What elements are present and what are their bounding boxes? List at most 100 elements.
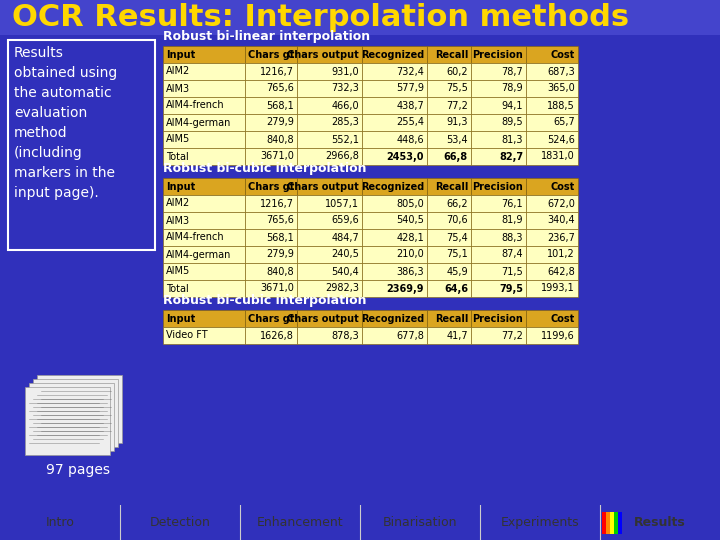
Bar <box>471 310 526 327</box>
Bar <box>427 195 471 212</box>
Text: Recall: Recall <box>435 181 468 192</box>
Bar <box>471 114 526 131</box>
Text: Precision: Precision <box>472 181 523 192</box>
Text: 70,6: 70,6 <box>446 215 468 226</box>
Text: AIM4-german: AIM4-german <box>166 118 231 127</box>
Bar <box>471 229 526 246</box>
Bar <box>245 46 297 63</box>
Text: 677,8: 677,8 <box>396 330 424 341</box>
Text: Enhancement: Enhancement <box>257 516 343 529</box>
Bar <box>427 178 471 195</box>
Text: Chars gt: Chars gt <box>248 181 294 192</box>
Bar <box>471 131 526 148</box>
Bar <box>526 178 578 195</box>
Text: 188,5: 188,5 <box>547 100 575 111</box>
Text: 41,7: 41,7 <box>446 330 468 341</box>
Bar <box>297 212 362 229</box>
Text: Chars gt: Chars gt <box>248 314 294 323</box>
Text: 1199,6: 1199,6 <box>541 330 575 341</box>
FancyBboxPatch shape <box>8 40 155 250</box>
Bar <box>362 310 427 327</box>
Bar <box>427 327 471 344</box>
Text: Results: Results <box>634 516 686 529</box>
Bar <box>163 195 245 212</box>
Bar <box>471 195 526 212</box>
Text: 732,3: 732,3 <box>331 84 359 93</box>
Bar <box>602 511 606 534</box>
Bar <box>526 310 578 327</box>
Bar <box>0 0 720 35</box>
Text: 732,4: 732,4 <box>396 66 424 77</box>
Text: Precision: Precision <box>472 314 523 323</box>
Text: AIM3: AIM3 <box>166 215 190 226</box>
Bar <box>245 327 297 344</box>
Text: AIM3: AIM3 <box>166 84 190 93</box>
Bar <box>526 131 578 148</box>
Bar <box>610 511 614 534</box>
Text: 94,1: 94,1 <box>502 100 523 111</box>
Bar <box>362 148 427 165</box>
Bar <box>297 310 362 327</box>
Bar <box>163 148 245 165</box>
Text: 1993,1: 1993,1 <box>541 284 575 294</box>
Bar <box>362 229 427 246</box>
Bar <box>163 80 245 97</box>
Bar <box>526 97 578 114</box>
Bar <box>618 511 622 534</box>
Bar <box>245 80 297 97</box>
Bar <box>297 80 362 97</box>
Bar <box>297 46 362 63</box>
Text: Recognized: Recognized <box>361 181 424 192</box>
Text: 2369,9: 2369,9 <box>387 284 424 294</box>
Bar <box>471 63 526 80</box>
Text: 75,4: 75,4 <box>446 233 468 242</box>
Text: 466,0: 466,0 <box>331 100 359 111</box>
Bar <box>245 229 297 246</box>
Bar <box>362 63 427 80</box>
Bar <box>526 148 578 165</box>
Text: Recall: Recall <box>435 50 468 59</box>
Text: 3671,0: 3671,0 <box>260 152 294 161</box>
FancyBboxPatch shape <box>33 379 118 447</box>
Bar <box>362 212 427 229</box>
Text: AIM2: AIM2 <box>166 199 190 208</box>
Bar <box>245 195 297 212</box>
Text: 53,4: 53,4 <box>446 134 468 145</box>
Bar <box>297 148 362 165</box>
Text: Video FT: Video FT <box>166 330 207 341</box>
Bar <box>245 63 297 80</box>
Bar <box>362 114 427 131</box>
Text: Recognized: Recognized <box>361 314 424 323</box>
Bar <box>526 80 578 97</box>
Text: 577,9: 577,9 <box>396 84 424 93</box>
Text: Recall: Recall <box>435 314 468 323</box>
Bar <box>427 46 471 63</box>
Bar <box>297 63 362 80</box>
Text: Input: Input <box>166 50 195 59</box>
Bar <box>163 246 245 263</box>
Bar <box>471 148 526 165</box>
Bar <box>614 511 618 534</box>
Text: Cost: Cost <box>551 314 575 323</box>
Bar <box>427 212 471 229</box>
Text: 1057,1: 1057,1 <box>325 199 359 208</box>
Text: 279,9: 279,9 <box>266 118 294 127</box>
Text: 568,1: 568,1 <box>266 100 294 111</box>
Text: 236,7: 236,7 <box>547 233 575 242</box>
Text: 66,8: 66,8 <box>444 152 468 161</box>
Text: Robust bi-cubic interpolation: Robust bi-cubic interpolation <box>163 294 366 307</box>
Text: Results
obtained using
the automatic
evaluation
method
(including
markers in the: Results obtained using the automatic eva… <box>14 46 117 200</box>
Bar <box>471 97 526 114</box>
Text: 2453,0: 2453,0 <box>387 152 424 161</box>
Bar <box>362 195 427 212</box>
Text: 765,6: 765,6 <box>266 215 294 226</box>
Text: 210,0: 210,0 <box>396 249 424 260</box>
Bar <box>471 212 526 229</box>
Text: Cost: Cost <box>551 181 575 192</box>
Text: AIM5: AIM5 <box>166 134 190 145</box>
Text: 805,0: 805,0 <box>396 199 424 208</box>
Bar <box>362 327 427 344</box>
Bar <box>427 263 471 280</box>
Bar <box>297 97 362 114</box>
Text: Chars output: Chars output <box>287 314 359 323</box>
